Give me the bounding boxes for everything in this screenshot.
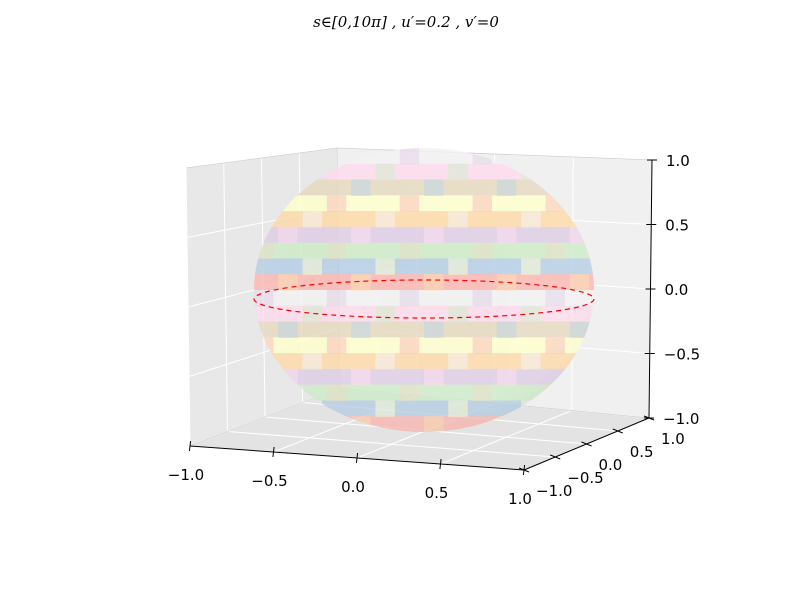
y-tick xyxy=(612,428,623,434)
ellipsoid-surface xyxy=(254,148,594,432)
y-tick-label: 0.0 xyxy=(599,456,623,474)
x-tick-label: −0.5 xyxy=(251,472,287,490)
y-tick-label: −1.0 xyxy=(536,482,572,500)
z-tick-label: 1.0 xyxy=(666,152,690,170)
x-tick-label: 1.0 xyxy=(508,490,532,508)
z-tick-label: −1.0 xyxy=(663,410,699,428)
y-tick-label: 1.0 xyxy=(661,430,685,448)
z-tick-label: 0.5 xyxy=(665,217,689,235)
y-tick xyxy=(581,441,592,447)
z-tick-label: −0.5 xyxy=(664,346,700,364)
x-tick xyxy=(272,446,275,458)
z-tick-label: 0.0 xyxy=(665,281,689,299)
y-axis-ticks: −1.0−0.50.0 0.5 1.0 xyxy=(518,415,685,500)
x-tick-label: 0.5 xyxy=(425,484,449,502)
curve-trajectory xyxy=(253,279,595,319)
y-tick xyxy=(550,454,561,460)
y-tick-label: 0.5 xyxy=(630,443,654,461)
y-tick xyxy=(518,467,530,473)
x-tick xyxy=(188,440,192,452)
x-tick xyxy=(439,458,442,470)
z-axis-ticks: −1.0 −0.5 0.0 0.5 1.0 xyxy=(644,152,700,428)
x-tick xyxy=(355,452,359,464)
chart-title: s∈[0,10π] , u′=0.2 , v′=0 xyxy=(313,13,499,31)
x-tick-label: 0.0 xyxy=(341,478,365,496)
x-axis-ticks: −1.0 −0.5 0.0 0.5 1.0 xyxy=(168,440,532,508)
y-tick-label: −0.5 xyxy=(567,469,603,487)
x-tick-label: −1.0 xyxy=(168,466,204,484)
